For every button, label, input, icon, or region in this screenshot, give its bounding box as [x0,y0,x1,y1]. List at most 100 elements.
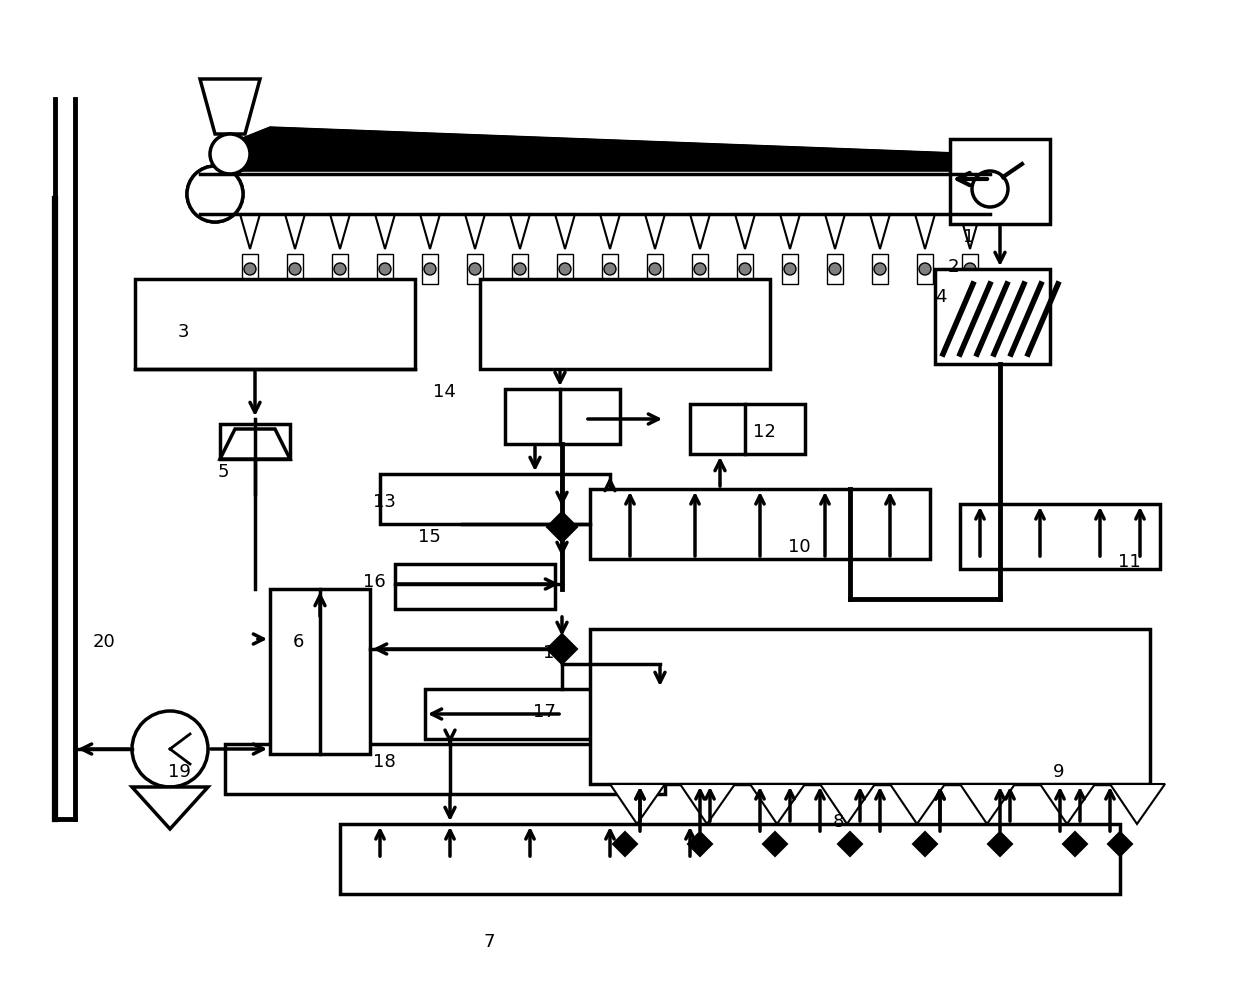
Polygon shape [680,784,735,824]
Text: 13: 13 [373,492,396,511]
Polygon shape [547,634,577,664]
Bar [377,255,393,285]
Bar [505,389,620,444]
Circle shape [187,166,243,223]
Polygon shape [1063,832,1087,857]
Bar [918,255,932,285]
Polygon shape [131,787,208,829]
Polygon shape [645,215,665,250]
Circle shape [963,264,976,276]
Bar [950,139,1050,225]
Polygon shape [600,215,620,250]
Circle shape [424,264,436,276]
Text: 18: 18 [373,752,396,770]
Polygon shape [613,832,637,857]
Bar [935,270,1050,365]
Text: 16: 16 [363,573,386,591]
Text: 10: 10 [787,538,811,556]
Polygon shape [1040,784,1095,824]
Circle shape [210,134,250,175]
Text: 7: 7 [484,932,495,950]
Polygon shape [750,784,805,824]
Circle shape [334,264,346,276]
Circle shape [289,264,301,276]
Bar [689,404,805,454]
Bar [332,255,348,285]
Text: 12: 12 [753,422,776,440]
Circle shape [694,264,706,276]
Text: 19: 19 [167,762,191,780]
Bar [512,255,528,285]
Bar [396,565,556,610]
Text: 15: 15 [418,528,441,546]
Text: 8: 8 [833,812,844,830]
Polygon shape [689,215,711,250]
Polygon shape [420,215,440,250]
Text: 3: 3 [179,323,190,341]
Circle shape [244,264,255,276]
Text: 20: 20 [93,632,115,650]
Bar [467,255,484,285]
Polygon shape [870,215,890,250]
Bar [379,474,610,525]
Bar [601,255,618,285]
Text: 17: 17 [533,702,556,720]
Circle shape [739,264,751,276]
Circle shape [559,264,570,276]
Bar [425,689,660,739]
Bar [422,255,438,285]
Bar [647,255,663,285]
Polygon shape [960,784,1016,824]
Bar [135,280,415,370]
Polygon shape [780,215,800,250]
Bar [590,629,1149,784]
Bar [872,255,888,285]
Polygon shape [688,832,712,857]
Polygon shape [285,215,305,250]
Bar [219,424,290,459]
Bar [692,255,708,285]
Bar [286,255,303,285]
Circle shape [515,264,526,276]
Circle shape [784,264,796,276]
Text: 5: 5 [218,462,229,480]
Bar [242,255,258,285]
Circle shape [874,264,887,276]
Polygon shape [890,784,945,824]
Bar [480,280,770,370]
Bar [340,824,1120,894]
Bar [962,255,978,285]
Polygon shape [556,215,575,250]
Text: 4: 4 [935,288,946,306]
Bar [557,255,573,285]
Text: 6: 6 [293,632,304,650]
Circle shape [469,264,481,276]
Polygon shape [763,832,787,857]
Text: 15: 15 [543,643,565,661]
Polygon shape [838,832,862,857]
Polygon shape [465,215,485,250]
Circle shape [649,264,661,276]
Bar [590,489,930,560]
Polygon shape [1109,832,1132,857]
Polygon shape [988,832,1012,857]
Circle shape [131,711,208,787]
Text: 2: 2 [949,258,960,276]
Text: 14: 14 [433,382,456,400]
Polygon shape [219,127,985,172]
Polygon shape [610,784,665,824]
Bar [960,505,1159,570]
Polygon shape [735,215,755,250]
Polygon shape [913,832,937,857]
Bar [827,255,843,285]
Polygon shape [200,80,260,134]
Polygon shape [1110,784,1166,824]
Circle shape [379,264,391,276]
Text: 1: 1 [963,228,975,246]
Circle shape [956,173,999,217]
Polygon shape [960,215,980,250]
Polygon shape [915,215,935,250]
Polygon shape [330,215,350,250]
Bar [224,744,665,794]
Circle shape [830,264,841,276]
